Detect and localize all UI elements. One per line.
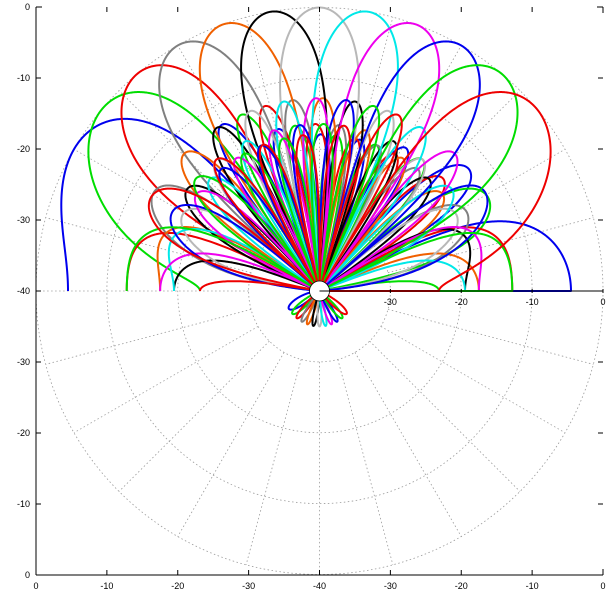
beam-series-1: [87, 91, 492, 316]
beam-series-11: [147, 91, 552, 316]
y-tick-label-0: 0: [25, 2, 30, 12]
ring-label-0: -30: [384, 297, 397, 307]
beam-series: [60, 6, 572, 328]
grid-spoke-330: [380, 326, 566, 434]
y-tick-label-4: -40: [17, 286, 30, 296]
beam-series-3: [150, 40, 470, 323]
grid-spoke-210: [73, 326, 259, 434]
y-tick-label-3: -30: [17, 215, 30, 225]
grid-spoke-165: [45, 217, 252, 274]
grid-spoke-15: [387, 217, 594, 274]
x-tick-label-5: -30: [384, 581, 397, 591]
x-tick-label-0: 0: [33, 581, 38, 591]
grid-spoke-225: [118, 340, 270, 492]
grid-spoke-300: [354, 352, 462, 537]
beam-series-8: [159, 22, 483, 326]
y-tick-label-5: -30: [17, 357, 30, 367]
x-tick-label-6: -20: [455, 581, 468, 591]
grid-spoke-45: [369, 90, 521, 242]
grid-spoke-240: [177, 352, 285, 537]
grid-spoke-150: [73, 148, 259, 256]
x-tick-label-1: -10: [100, 581, 113, 591]
y-tick-label-8: 0: [25, 570, 30, 580]
axis-frame: 0 -10 -20 -30 -40 -30 -20 -10 00-10-20-30-40-30-…: [17, 2, 606, 591]
beam-series-10: [125, 64, 519, 320]
x-tick-label-3: -30: [242, 581, 255, 591]
x-tick-label-4: -40: [313, 581, 326, 591]
grid-spoke-195: [45, 308, 252, 365]
ring-label-2: -10: [526, 297, 539, 307]
grid-spoke-345: [387, 308, 594, 365]
grid-spoke-135: [118, 90, 270, 242]
ring-label-1: -20: [455, 297, 468, 307]
x-tick-label-7: -10: [526, 581, 539, 591]
grid-spoke-30: [380, 148, 566, 256]
y-tick-label-1: -10: [17, 73, 30, 83]
beam-series-5: [172, 10, 472, 327]
y-tick-label-7: -10: [17, 499, 30, 509]
grid-spoke-285: [337, 359, 394, 565]
x-tick-label-8: 0: [600, 581, 605, 591]
y-tick-label-2: -20: [17, 144, 30, 154]
grid-spoke-255: [245, 359, 302, 565]
grid-spoke-315: [369, 340, 521, 492]
grid-spoke-105: [245, 17, 302, 223]
grid-spoke-75: [337, 17, 394, 223]
ring-labels: -30 -20 -10 0: [319, 289, 606, 307]
y-tick-label-6: -20: [17, 428, 30, 438]
ring-label-3: 0: [600, 297, 605, 307]
x-tick-label-2: -20: [171, 581, 184, 591]
